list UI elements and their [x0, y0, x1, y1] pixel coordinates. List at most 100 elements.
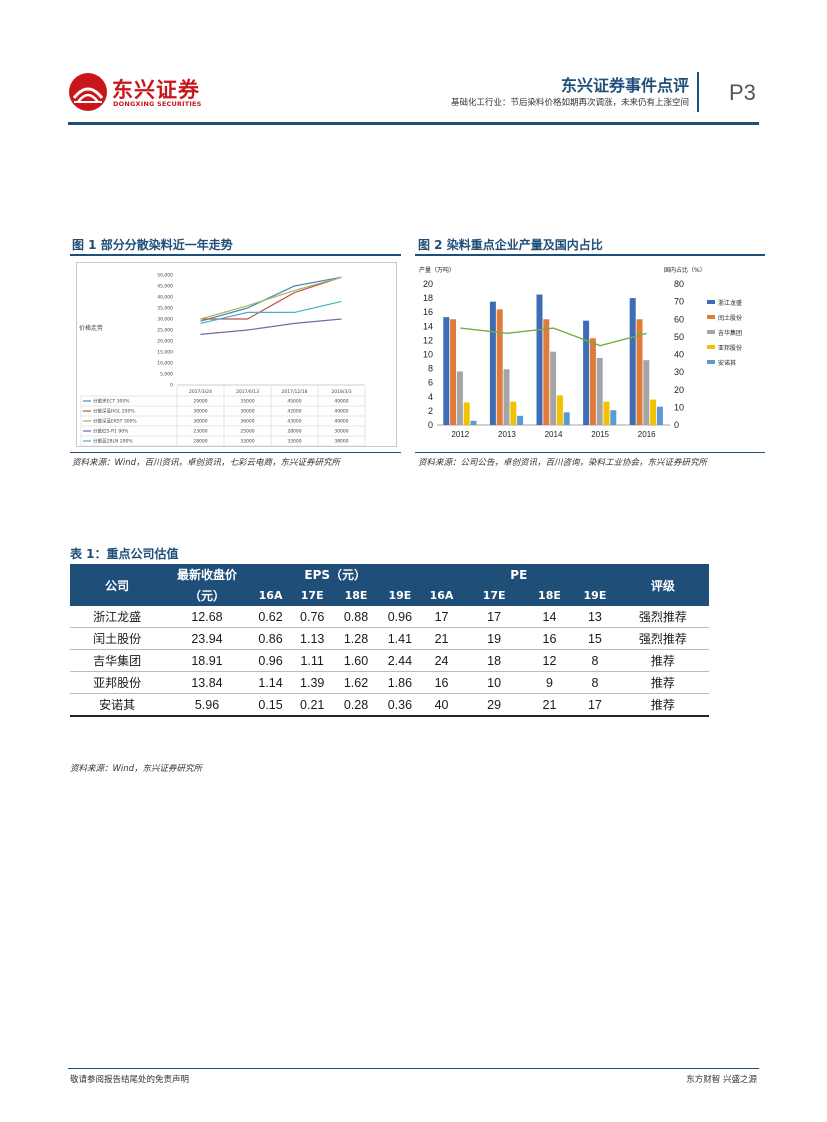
y-right-tick-label: 80: [674, 279, 684, 289]
page-number: P3: [729, 80, 756, 105]
y-right-tick-label: 10: [674, 402, 684, 412]
table-value: 35000: [240, 399, 254, 405]
header-eps-18e: 18E: [333, 585, 380, 606]
table-value: 30000: [334, 429, 348, 435]
bar: [650, 399, 657, 425]
cell-pe-value: 14: [525, 606, 574, 628]
header-eps-16a: 16A: [249, 585, 292, 606]
header-pe-18e: 18E: [525, 585, 574, 606]
y-tick-label: 50,000: [157, 273, 173, 279]
cell-eps-value: 1.28: [333, 627, 380, 650]
cell-eps-value: 0.76: [291, 606, 334, 628]
y-tick-label: 25,000: [157, 328, 173, 334]
cell-rating: 推荐: [616, 693, 709, 717]
table-value: 29000: [193, 399, 207, 405]
cell-pe-value: 16: [420, 671, 463, 694]
table-value: 28000: [287, 429, 301, 435]
cell-price: 13.84: [164, 671, 250, 694]
company-slogan: 东方财智 兴盛之源: [686, 1075, 757, 1085]
footer-rule: [68, 1068, 759, 1069]
x-tick-label: 2015: [591, 430, 609, 439]
cell-price: 5.96: [164, 693, 250, 717]
legend-swatch: [707, 345, 715, 349]
bar: [463, 402, 470, 425]
y-tick-label: 16: [423, 307, 433, 317]
table-value: 49000: [334, 399, 348, 405]
legend-label: 分散蓝2BLN 200%: [93, 438, 133, 445]
cell-eps-value: 1.86: [379, 671, 421, 694]
y-tick-label: 10,000: [157, 361, 173, 367]
table-value: 43000: [287, 419, 301, 425]
cell-eps-value: 1.13: [291, 627, 334, 650]
figure2-bottom-rule: [415, 452, 765, 453]
cell-company: 浙江龙盛: [70, 606, 165, 628]
valuation-table: 公司 最新收盘价 EPS（元） PE 评级 （元） 16A 17E 18E 19…: [70, 564, 709, 717]
y-tick-label: 8: [428, 364, 433, 374]
y-tick-label: 10: [423, 350, 433, 360]
cell-pe-value: 40: [420, 693, 463, 717]
x-tick-label: 2013: [498, 430, 516, 439]
y-tick-label: 20: [423, 279, 433, 289]
y-tick-label: 35,000: [157, 306, 173, 312]
cell-eps-value: 0.36: [379, 693, 421, 717]
cell-eps-value: 0.96: [379, 606, 421, 628]
x-tick-label: 2017/3/24: [189, 389, 212, 395]
cell-pe-value: 24: [420, 649, 463, 672]
legend-label: 闰土股份: [718, 314, 742, 322]
bar: [543, 319, 550, 425]
legend-label: 吉华集团: [718, 329, 742, 337]
figure2-bar-line-chart: 产量（万吨） 国内占比（%）201816141210864208070605040…: [419, 266, 742, 439]
cell-pe-value: 17: [573, 693, 617, 717]
cell-company: 亚邦股份: [70, 671, 165, 694]
table1-title: 表 1：重点公司估值: [70, 547, 179, 561]
table-value: 28000: [193, 439, 207, 445]
figure1-line-chart: 50,000 45,000 40,000 35,000 30,000 25,000 20,0…: [80, 273, 366, 446]
bar: [596, 358, 603, 425]
table-value: 45000: [287, 399, 301, 405]
header-price-line2: （元）: [164, 585, 250, 606]
bar: [636, 319, 643, 425]
bar: [563, 412, 570, 425]
table-value: 25000: [240, 429, 254, 435]
legend-swatch: [707, 330, 715, 334]
x-tick-label: 2016: [638, 430, 656, 439]
bar: [583, 320, 590, 425]
cell-eps-value: 1.39: [291, 671, 334, 694]
figure2-title: 图 2 染料重点企业产量及国内占比: [418, 238, 603, 252]
table-value: 49000: [334, 409, 348, 415]
header-rule: [68, 122, 759, 125]
bar: [450, 319, 457, 425]
cell-eps-value: 0.86: [249, 627, 292, 650]
cell-pe-value: 21: [525, 693, 574, 717]
header-rating: 评级: [616, 564, 709, 606]
cell-pe-value: 12: [525, 649, 574, 672]
cell-eps-value: 1.62: [333, 671, 380, 694]
table-value: 42000: [287, 409, 301, 415]
legend-label: 分散深蓝EKST 300%: [93, 418, 137, 425]
header-pe-19e: 19E: [573, 585, 617, 606]
cell-company: 闰土股份: [70, 627, 165, 650]
table-row: 吉华集团 18.91 0.96 1.11 1.60 2.44 24 18 12 8 推荐: [70, 649, 709, 672]
figure1-source: 资料来源：Wind，百川资讯，卓创资讯，七彩云电商，东兴证券研究所: [72, 458, 341, 468]
cell-pe-value: 19: [462, 627, 526, 650]
table-value: 33000: [287, 439, 301, 445]
table-row: 亚邦股份 13.84 1.14 1.39 1.62 1.86 16 10 9 8 推荐: [70, 671, 709, 694]
figure1-title: 图 1 部分分散染料近一年走势: [72, 238, 233, 252]
y-tick-label: 0: [170, 383, 173, 389]
cell-price: 18.91: [164, 649, 250, 672]
header-pe-16a: 16A: [420, 585, 463, 606]
table1-source: 资料来源：Wind，东兴证券研究所: [70, 764, 203, 774]
header-pe: PE: [420, 564, 617, 585]
cell-pe-value: 9: [525, 671, 574, 694]
report-type-title: 东兴证券事件点评: [560, 76, 689, 95]
header-pe-17e: 17E: [462, 585, 526, 606]
legend-label: 分散黑ECT 300%: [93, 398, 130, 405]
bar: [443, 317, 450, 425]
series-line: [200, 276, 342, 320]
cell-eps-value: 0.88: [333, 606, 380, 628]
cell-price: 23.94: [164, 627, 250, 650]
table-row: 浙江龙盛 12.68 0.62 0.76 0.88 0.96 17 17 14 13 强烈推荐: [70, 606, 709, 628]
bar: [656, 406, 663, 425]
y-right-tick-label: 50: [674, 332, 684, 342]
bar: [643, 360, 650, 425]
